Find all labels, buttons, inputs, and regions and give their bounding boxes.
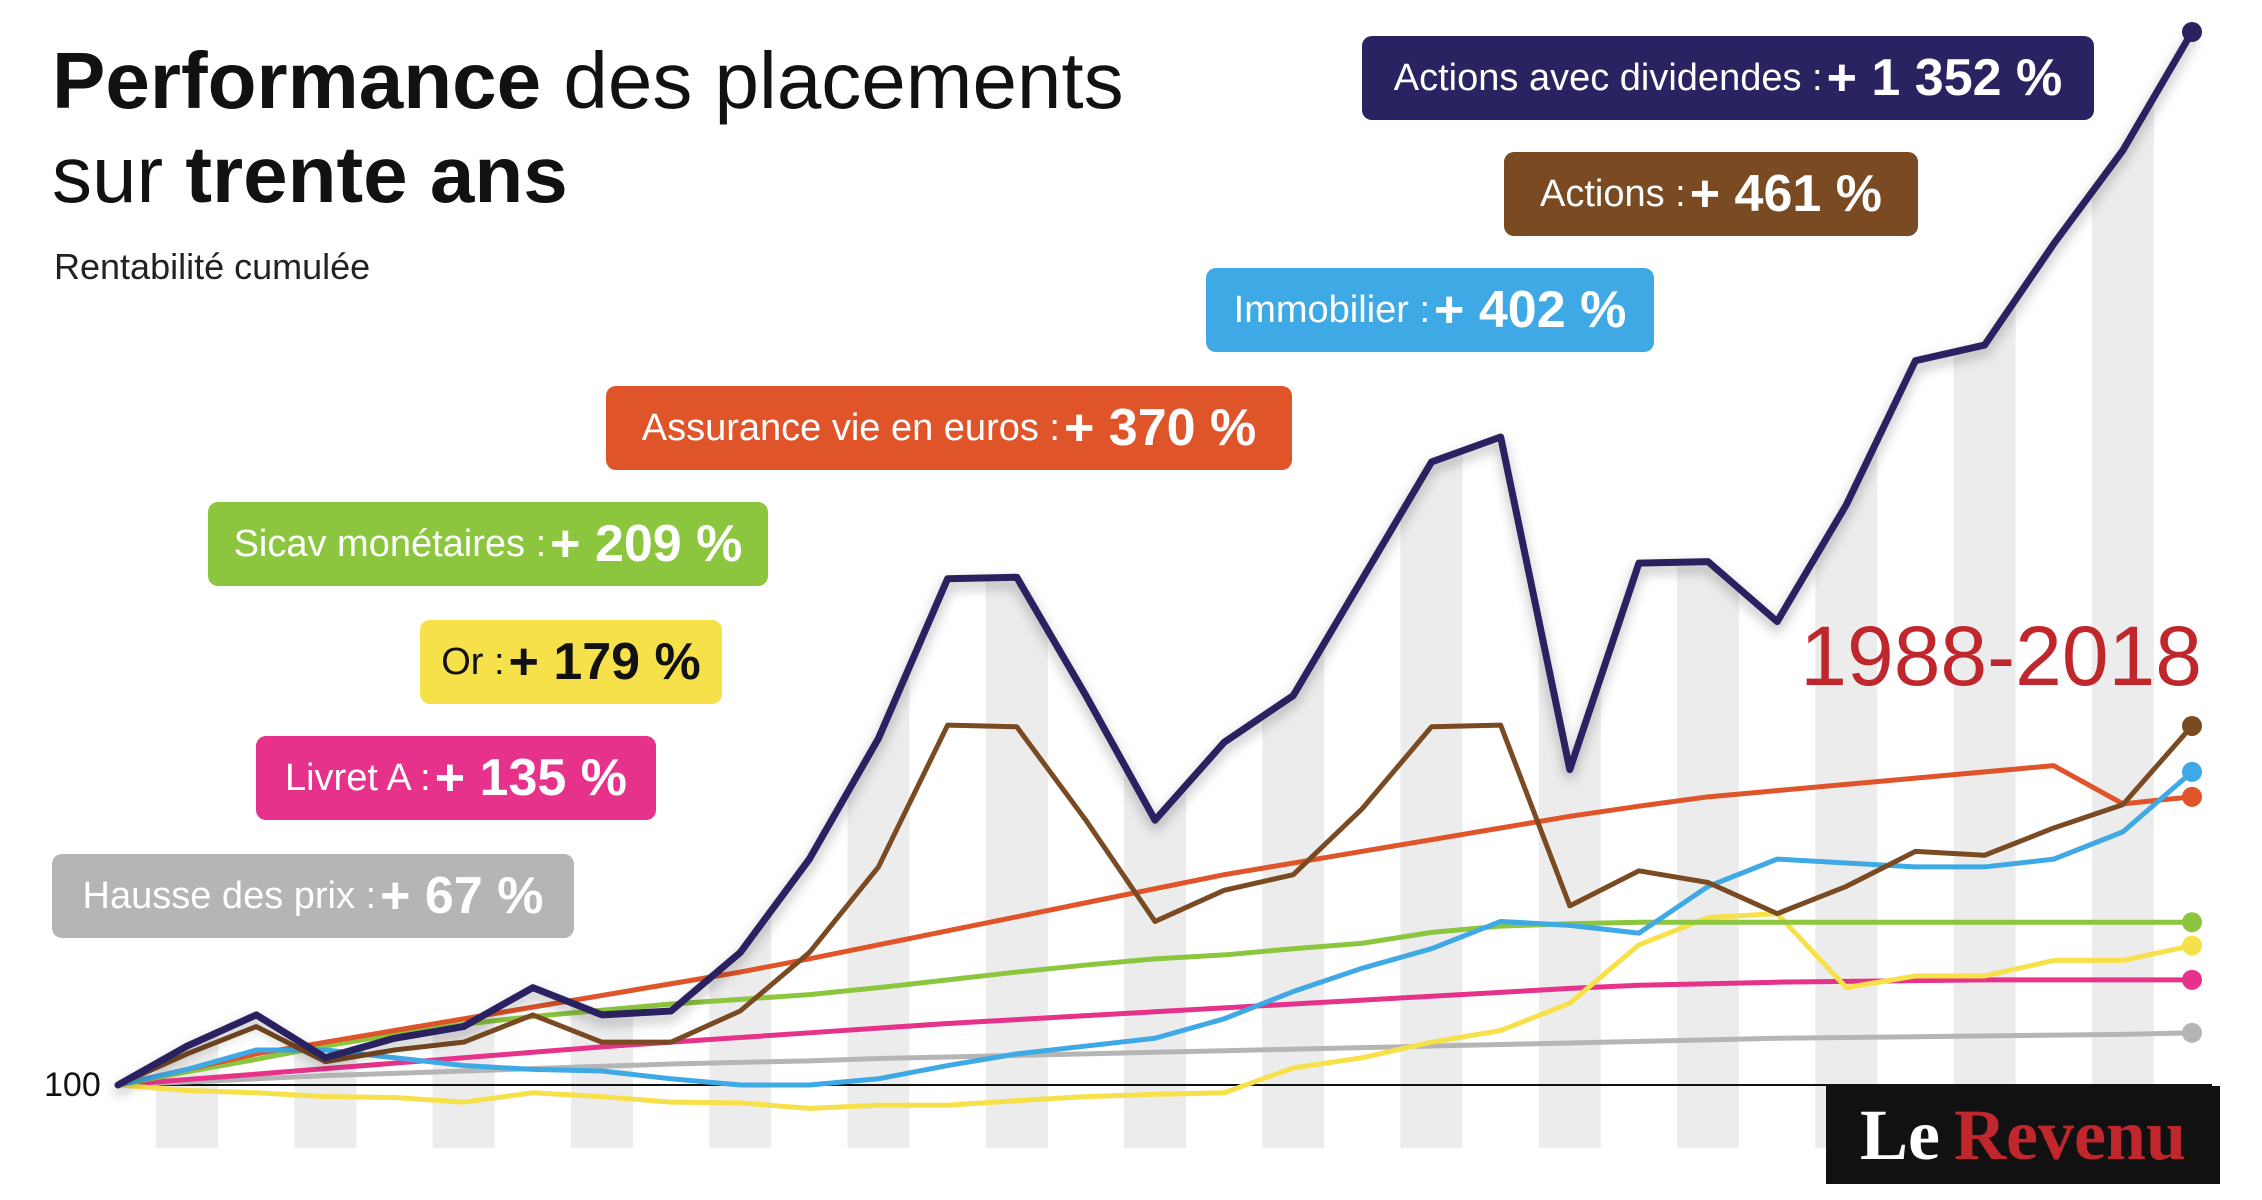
baseline-tick-label: 100 bbox=[44, 1066, 101, 1104]
series-line bbox=[115, 722, 2195, 1088]
le-revenu-logo: Le Revenu bbox=[1826, 1086, 2220, 1184]
series-end-marker bbox=[2182, 715, 2202, 736]
series-name: Assurance vie en euros : bbox=[641, 406, 1060, 449]
series-value: + 179 % bbox=[508, 633, 701, 691]
series-value: + 209 % bbox=[550, 515, 743, 573]
series-line bbox=[115, 1030, 2195, 1088]
series-name: Actions avec dividendes : bbox=[1393, 56, 1823, 99]
series-label-actions-dividendes: Actions avec dividendes : + 1 352 % bbox=[1362, 36, 2094, 120]
series-name: Or : bbox=[441, 640, 505, 683]
series-end-marker bbox=[2182, 761, 2202, 782]
series-line bbox=[114, 28, 2196, 1089]
series-end-marker bbox=[2182, 935, 2202, 956]
series-value: + 135 % bbox=[434, 749, 627, 807]
series-end-marker bbox=[2182, 22, 2202, 42]
logo-part-2: Revenu bbox=[1953, 1095, 2186, 1175]
series-value: + 67 % bbox=[380, 867, 544, 925]
series-label-or: Or : + 179 % bbox=[420, 620, 722, 704]
series-name: Actions : bbox=[1540, 172, 1686, 215]
series-line bbox=[115, 769, 2195, 1088]
series-end-marker bbox=[2182, 786, 2202, 807]
series-name: Sicav monétaires : bbox=[233, 522, 547, 565]
series-label-assurance-vie: Assurance vie en euros : + 370 % bbox=[606, 386, 1292, 470]
series-name: Immobilier : bbox=[1233, 288, 1431, 331]
series-label-actions: Actions : + 461 % bbox=[1504, 152, 1918, 236]
title-regular-1: des placements bbox=[541, 36, 1124, 125]
series-label-hausse-prix: Hausse des prix : + 67 % bbox=[52, 854, 574, 938]
logo-part-1: Le bbox=[1860, 1095, 1940, 1175]
series-name: Hausse des prix : bbox=[82, 874, 377, 917]
series-label-sicav: Sicav monétaires : + 209 % bbox=[208, 502, 768, 586]
title-bold-2: trente ans bbox=[185, 130, 568, 219]
series-end-marker bbox=[2182, 1022, 2202, 1043]
series-line bbox=[115, 977, 2195, 1088]
series-line bbox=[115, 763, 2195, 1088]
series-end-marker bbox=[2182, 969, 2202, 990]
series-name: Livret A : bbox=[284, 756, 431, 799]
series-value: + 402 % bbox=[1434, 281, 1627, 339]
series-value: + 370 % bbox=[1063, 399, 1257, 457]
chart-subtitle: Rentabilité cumulée bbox=[54, 246, 371, 287]
title-bold-1: Performance bbox=[52, 36, 542, 125]
series-line bbox=[115, 911, 2195, 1111]
period-label: 1988-2018 bbox=[1800, 609, 2202, 703]
chart-title: Performance des placements sur trente an… bbox=[52, 34, 1124, 222]
series-end-marker bbox=[2182, 912, 2202, 933]
series-label-livret-a: Livret A : + 135 % bbox=[256, 736, 656, 820]
series-value: + 1 352 % bbox=[1826, 49, 2063, 107]
series-value: + 461 % bbox=[1689, 165, 1882, 223]
series-label-immobilier: Immobilier : + 402 % bbox=[1206, 268, 1654, 352]
title-regular-2: sur bbox=[52, 130, 186, 219]
